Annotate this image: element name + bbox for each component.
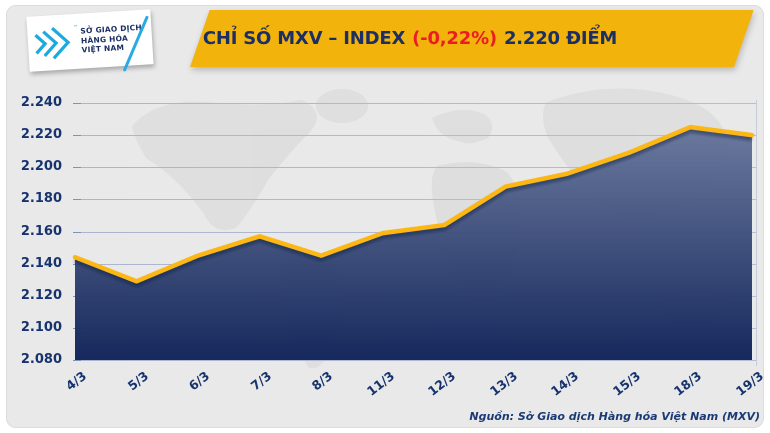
gridline-2.080 xyxy=(73,360,757,361)
gridline-2.140 xyxy=(73,263,757,265)
gridline-2.100 xyxy=(73,327,757,329)
gridline-2.200 xyxy=(73,167,757,169)
y-axis-tick-label: 2.160 xyxy=(20,223,62,239)
plot-right-border xyxy=(756,100,757,366)
chart-title: CHỈ SỐ MXV – INDEX (-0,22%) 2.220 ĐIỂM xyxy=(190,10,630,67)
gridline-2.120 xyxy=(73,295,757,297)
y-axis-tick-label: 2.200 xyxy=(20,159,62,175)
mxv-logo: ™ SỞ GIAO DỊCH HÀNG HÓA VIỆT NAM xyxy=(26,9,154,72)
gridline-2.160 xyxy=(73,231,757,233)
y-axis-tick-label: 2.120 xyxy=(20,287,62,303)
y-axis-tick-label: 2.140 xyxy=(20,255,62,271)
source-attribution: Nguồn: Sở Giao dịch Hàng hóa Việt Nam (M… xyxy=(469,410,760,423)
gridline-2.220 xyxy=(73,135,757,137)
background-card xyxy=(6,5,764,428)
gridline-2.180 xyxy=(73,199,757,201)
world-map-watermark xyxy=(132,88,727,369)
y-axis-tick-label: 2.220 xyxy=(20,127,62,143)
mxv-chevron-icon xyxy=(34,26,71,59)
y-axis-tick-label: 2.240 xyxy=(20,95,62,110)
trademark-symbol: ™ xyxy=(73,24,79,31)
gridline-2.240 xyxy=(73,103,757,104)
y-axis-tick-label: 2.180 xyxy=(20,191,62,207)
y-axis-tick-label: 2.080 xyxy=(20,352,62,367)
y-axis-tick-label: 2.100 xyxy=(20,319,62,335)
title-main: CHỈ SỐ MXV – INDEX xyxy=(202,28,406,49)
title-change-percent: (-0,22%) xyxy=(412,28,497,49)
title-points: 2.220 ĐIỂM xyxy=(503,28,618,49)
